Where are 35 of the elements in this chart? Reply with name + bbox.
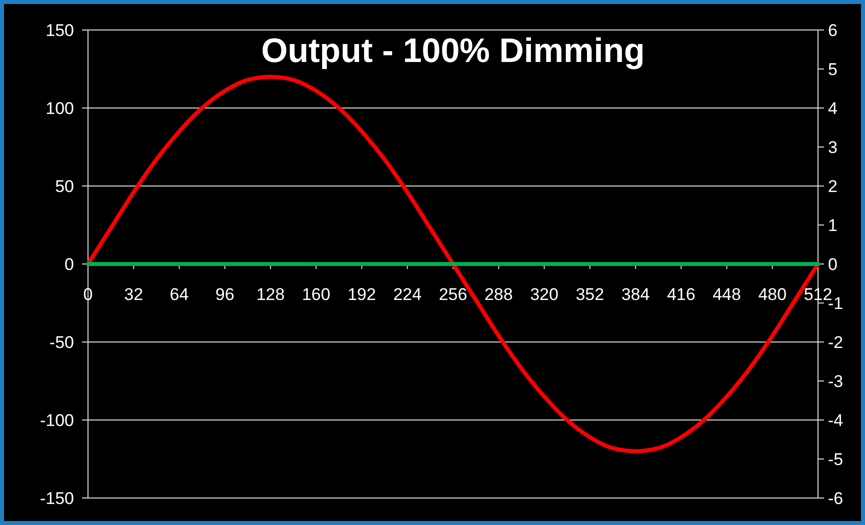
y2-tick-label: 0	[828, 254, 838, 274]
y-tick-label: -100	[40, 410, 74, 430]
y-tick-label: -150	[40, 488, 74, 508]
y-tick-label: 100	[46, 98, 74, 118]
y-tick-label: 150	[46, 20, 74, 40]
x-tick-label: 384	[621, 285, 650, 304]
y2-tick-label: 5	[828, 60, 838, 79]
y2-tick-label: 2	[828, 176, 838, 196]
y2-tick-label: -6	[828, 488, 844, 508]
y2-tick-label: 4	[828, 98, 838, 118]
x-tick-label: 320	[530, 285, 558, 304]
x-tick-label: 256	[438, 285, 468, 304]
x-tick-label: 352	[576, 285, 604, 304]
x-tick-label: 64	[170, 285, 189, 304]
y-tick-label: -50	[49, 332, 74, 352]
x-tick-label: 480	[758, 285, 787, 304]
chart-title: Output - 100% Dimming	[261, 32, 645, 70]
x-tick-label: 32	[124, 285, 144, 304]
x-tick-label: 128	[256, 285, 285, 304]
y2-tick-label: -4	[828, 410, 844, 430]
x-tick-label: 288	[484, 285, 513, 304]
y2-tick-label: 1	[828, 216, 838, 235]
y2-tick-label: 3	[828, 138, 838, 157]
y2-tick-label: -2	[828, 332, 844, 352]
y2-tick-label: -5	[828, 450, 844, 469]
y-tick-label: 50	[55, 176, 74, 196]
y2-tick-label: 6	[828, 20, 838, 40]
x-tick-label: 448	[712, 285, 741, 304]
x-tick-label: 224	[393, 285, 422, 304]
y2-tick-label: -3	[828, 372, 844, 391]
x-tick-label: 192	[348, 285, 376, 304]
x-tick-label: 96	[215, 285, 234, 304]
x-tick-label: 160	[302, 285, 330, 304]
y-tick-label: 0	[64, 254, 74, 274]
x-tick-label: 416	[666, 285, 696, 304]
